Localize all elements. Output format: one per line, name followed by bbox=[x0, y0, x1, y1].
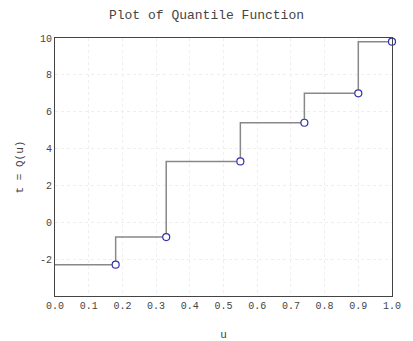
svg-text:u: u bbox=[220, 329, 227, 341]
svg-text:4: 4 bbox=[46, 144, 52, 155]
svg-text:0.7: 0.7 bbox=[282, 301, 300, 312]
svg-text:0.6: 0.6 bbox=[248, 301, 266, 312]
svg-text:6: 6 bbox=[46, 107, 52, 118]
svg-text:0.8: 0.8 bbox=[316, 301, 334, 312]
svg-text:8: 8 bbox=[46, 70, 52, 81]
svg-text:0.9: 0.9 bbox=[349, 301, 367, 312]
svg-text:-2: -2 bbox=[40, 255, 52, 266]
svg-text:0.2: 0.2 bbox=[113, 301, 131, 312]
svg-text:0: 0 bbox=[46, 218, 52, 229]
svg-text:t = Q(u): t = Q(u) bbox=[14, 141, 26, 194]
svg-text:0.5: 0.5 bbox=[214, 301, 232, 312]
svg-text:0.0: 0.0 bbox=[46, 301, 64, 312]
svg-text:0.4: 0.4 bbox=[181, 301, 199, 312]
svg-text:2: 2 bbox=[46, 181, 52, 192]
svg-text:1.0: 1.0 bbox=[383, 301, 401, 312]
svg-text:10: 10 bbox=[40, 34, 52, 45]
svg-text:Plot of Quantile Function: Plot of Quantile Function bbox=[109, 8, 304, 23]
svg-text:0.3: 0.3 bbox=[147, 301, 165, 312]
svg-text:0.1: 0.1 bbox=[80, 301, 98, 312]
